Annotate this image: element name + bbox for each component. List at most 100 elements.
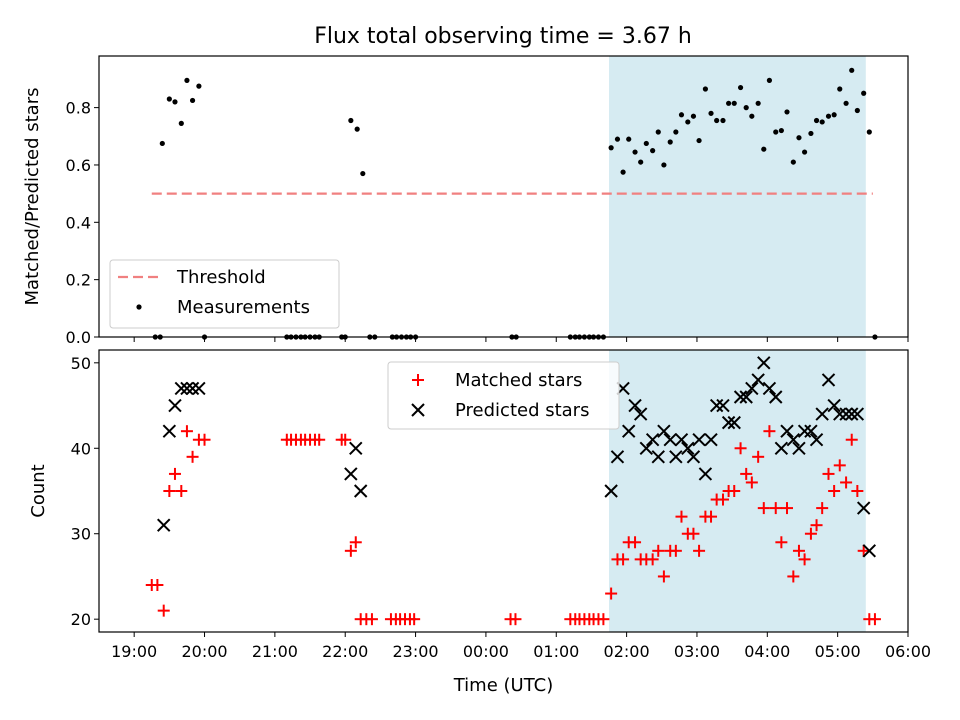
matched-star-point xyxy=(840,476,853,489)
predicted-star-point xyxy=(809,433,824,447)
predicted-star-point xyxy=(757,356,771,370)
matched-star-point xyxy=(769,502,782,515)
chart-title: Flux total observing time = 3.67 h xyxy=(314,24,692,49)
top-y-tick-label: 0.8 xyxy=(66,99,91,118)
predicted-x-b xyxy=(174,381,189,396)
top-y-axis-label: Matched/Predicted stars xyxy=(22,88,43,306)
predicted-x-b xyxy=(698,467,713,481)
predicted-star-point xyxy=(692,433,706,447)
predicted-x-b xyxy=(628,398,642,413)
predicted-x-b xyxy=(769,390,783,404)
predicted-x-b xyxy=(827,398,841,413)
predicted-stars-points xyxy=(157,356,877,558)
measurement-point xyxy=(726,100,732,106)
predicted-x-b xyxy=(681,441,695,455)
measurement-point xyxy=(650,148,656,154)
predicted-star-point xyxy=(839,407,853,421)
predicted-star-point xyxy=(157,518,171,532)
x-tick-label: 04:00 xyxy=(744,642,790,661)
measurement-point xyxy=(690,113,697,119)
predicted-x-b xyxy=(185,381,200,396)
matched-star-point xyxy=(816,502,829,515)
top-panel: 0.00.20.40.60.8 Matched/Predicted stars … xyxy=(22,55,909,347)
measurement-point xyxy=(796,135,802,141)
matched-star-point xyxy=(597,613,610,626)
predicted-x-b xyxy=(353,484,368,498)
matched-star-point xyxy=(851,485,864,497)
measurement-point xyxy=(755,100,761,106)
predicted-star-point xyxy=(733,390,748,404)
matched-star-point xyxy=(168,467,181,480)
matched-star-point xyxy=(180,425,193,438)
predicted-x-b xyxy=(815,407,829,421)
measurement-point xyxy=(784,109,790,115)
matched-star-point xyxy=(157,604,170,617)
predicted-star-point xyxy=(344,467,358,481)
x-axis-label: Time (UTC) xyxy=(453,675,554,696)
predicted-star-point xyxy=(669,450,683,464)
predicted-star-point xyxy=(774,441,789,455)
measurement-point xyxy=(731,100,737,106)
matched-star-point xyxy=(349,536,362,549)
measurement-points xyxy=(152,67,878,340)
measurement-point xyxy=(702,86,708,92)
matched-star-point xyxy=(734,442,747,455)
measurement-point xyxy=(166,96,172,102)
predicted-x-b xyxy=(833,407,847,421)
predicted-star-point xyxy=(628,398,642,413)
predicted-star-point xyxy=(657,424,671,438)
measurement-point xyxy=(837,86,843,92)
top-y-tick-label: 0.4 xyxy=(66,213,91,232)
measurement-point xyxy=(743,105,749,111)
predicted-star-point xyxy=(856,501,871,515)
legend-matched-label: Matched stars xyxy=(455,370,582,391)
x-tick-label: 19:00 xyxy=(111,642,157,661)
predicted-x-b xyxy=(180,381,194,396)
measurement-point xyxy=(667,139,673,145)
predicted-x-b xyxy=(780,424,794,438)
measurement-point xyxy=(749,113,755,119)
predicted-star-point xyxy=(604,484,618,498)
predicted-star-point xyxy=(353,484,368,498)
predicted-star-point xyxy=(780,424,794,438)
predicted-x-b xyxy=(797,424,812,438)
matched-star-point xyxy=(804,527,817,540)
measurement-point xyxy=(854,107,860,114)
legend-measurements-label: Measurements xyxy=(177,297,310,318)
predicted-star-point xyxy=(663,433,677,447)
predicted-x-b xyxy=(774,441,789,455)
matched-star-point xyxy=(151,579,164,591)
matched-star-point xyxy=(857,544,870,557)
x-tick-label: 20:00 xyxy=(181,642,227,661)
matched-star-point xyxy=(646,553,659,566)
matched-star-point xyxy=(728,485,741,497)
top-observing-span xyxy=(609,56,866,337)
predicted-x-b xyxy=(651,450,665,464)
predicted-x-b xyxy=(157,518,171,532)
measurement-point xyxy=(608,145,614,151)
matched-star-point xyxy=(605,587,618,600)
predicted-x-b xyxy=(751,373,765,387)
bottom-axes-frame xyxy=(98,349,909,633)
predicted-star-point xyxy=(797,424,812,438)
matched-star-point xyxy=(313,433,326,446)
measurement-point xyxy=(737,84,744,91)
matched-star-point xyxy=(175,485,188,497)
matched-star-point xyxy=(693,544,706,557)
predicted-x-b xyxy=(809,433,824,447)
bottom-y-tick-label: 50 xyxy=(71,354,91,373)
predicted-star-point xyxy=(622,424,636,438)
legend-measurements-swatch xyxy=(136,304,142,310)
matched-star-point xyxy=(763,425,776,438)
predicted-x-b xyxy=(733,390,748,404)
matched-star-point xyxy=(509,613,522,626)
predicted-star-point xyxy=(850,407,865,421)
predicted-x-b xyxy=(692,433,706,447)
measurement-point xyxy=(354,126,360,132)
measurement-point xyxy=(714,117,720,124)
x-tick-label: 21:00 xyxy=(252,642,298,661)
predicted-star-point xyxy=(681,441,695,455)
x-tick-label: 23:00 xyxy=(393,642,439,661)
matched-star-point xyxy=(716,493,729,506)
